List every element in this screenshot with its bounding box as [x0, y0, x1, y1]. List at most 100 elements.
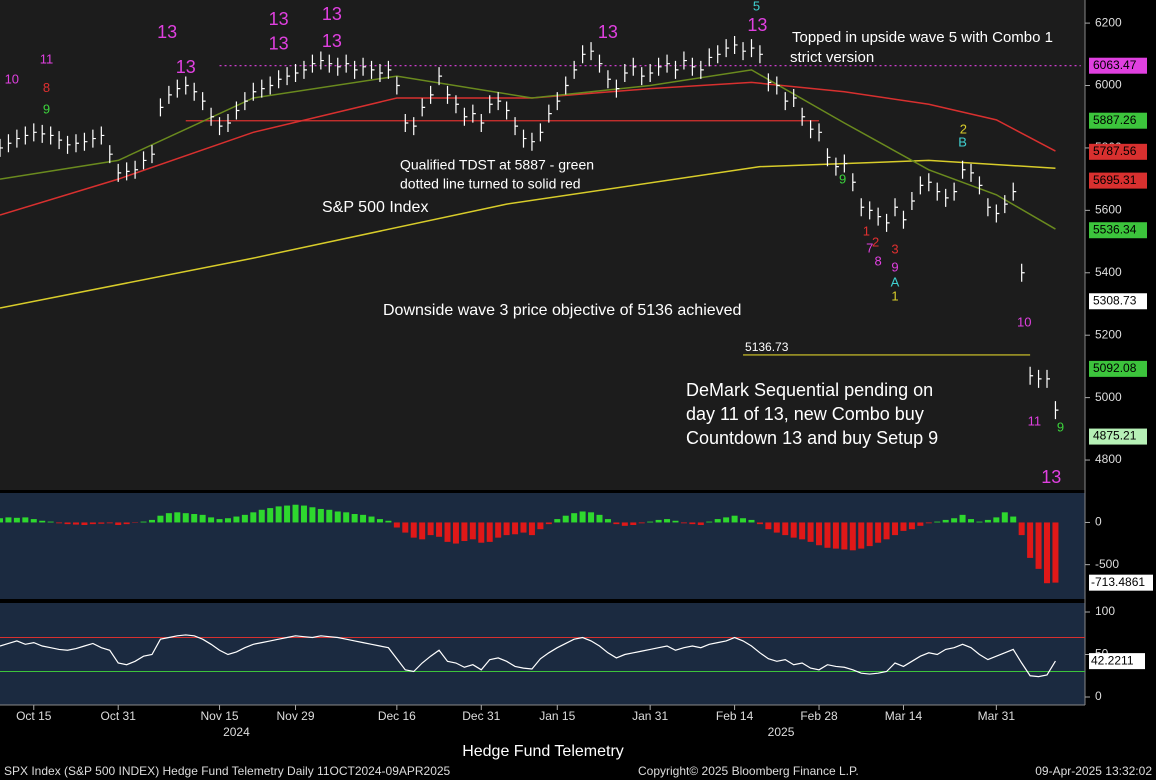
histogram-bar — [393, 522, 400, 528]
histogram-bar — [241, 514, 248, 523]
price-bar — [354, 60, 358, 79]
price-bar — [784, 92, 789, 111]
price-panel — [0, 0, 1085, 490]
histogram-bar — [647, 521, 654, 523]
histogram-bar — [604, 519, 611, 523]
histogram-bar — [469, 522, 476, 540]
histogram-bar — [22, 517, 29, 523]
td-count-label: A — [891, 275, 900, 290]
td-count-label: 9 — [839, 172, 846, 187]
td-count-label: 11 — [1028, 413, 1042, 428]
value-label-box — [1089, 653, 1145, 670]
price-bar — [1004, 195, 1008, 214]
histogram-bar — [182, 513, 189, 523]
y-tick-label: 5000 — [1095, 390, 1122, 404]
price-bar — [489, 95, 493, 114]
histogram-bar — [56, 522, 63, 524]
histogram-bar — [30, 519, 37, 523]
histogram-bar — [64, 522, 71, 525]
td-count-label: 13 — [322, 4, 342, 24]
histogram-bar — [478, 522, 485, 543]
price-bar — [303, 60, 307, 79]
histogram-bar — [106, 522, 113, 524]
price-bar — [674, 60, 679, 79]
price-bar — [742, 42, 747, 61]
price-bar — [497, 92, 502, 111]
price-bar — [278, 70, 282, 89]
histogram-bar — [115, 522, 122, 525]
price-bar — [83, 132, 88, 151]
histogram-bar — [98, 522, 105, 524]
price-bar — [463, 107, 468, 126]
price-bar — [725, 39, 730, 58]
td-count-label: 13 — [269, 9, 289, 29]
annotation: Downside wave 3 price objective of 5136 … — [383, 302, 741, 319]
price-bar — [430, 85, 434, 104]
price-bar — [928, 173, 932, 192]
x-tick-label: Oct 15 — [16, 709, 52, 723]
annotation: Countdown 13 and buy Setup 9 — [686, 428, 938, 448]
histogram-bar — [0, 518, 3, 523]
price-bar — [953, 182, 958, 201]
histogram-bar — [849, 522, 856, 551]
price-bar — [286, 67, 291, 86]
td-count-label: B — [958, 135, 967, 150]
level-label: 5136.73 — [745, 340, 789, 354]
histogram-bar — [39, 520, 46, 523]
price-bar — [902, 210, 907, 229]
price-bar — [539, 123, 544, 142]
price-bar — [708, 48, 713, 67]
td-count-label: 11 — [40, 52, 54, 67]
price-bar — [919, 176, 924, 195]
value-label: 4875.21 — [1093, 429, 1137, 443]
price-bar — [337, 57, 341, 76]
histogram-bar — [427, 522, 434, 536]
histogram-bar — [638, 522, 645, 524]
year-label: 2024 — [223, 725, 250, 739]
histogram-bar — [959, 514, 966, 523]
price-bar — [877, 207, 882, 226]
value-label-box — [1089, 57, 1147, 74]
price-bar — [860, 198, 865, 217]
value-label-box — [1089, 360, 1147, 377]
price-bar — [641, 67, 645, 86]
annotation: dotted line turned to solid red — [400, 176, 581, 192]
price-bar — [159, 98, 164, 117]
price-bar — [404, 113, 409, 132]
annotation: Topped in upside wave 5 with Combo 1 — [792, 29, 1053, 46]
price-bar — [151, 145, 155, 164]
y-tick-label: 100 — [1095, 604, 1115, 618]
histogram-bar — [1001, 512, 1008, 523]
price-bar — [370, 60, 375, 79]
histogram-bar — [807, 522, 814, 542]
td-count-label: 2 — [960, 122, 967, 137]
histogram-bar — [630, 522, 637, 525]
price-bar — [531, 132, 535, 151]
td-count-label: 3 — [891, 241, 898, 256]
price-bar — [168, 85, 172, 104]
price-bar — [683, 51, 687, 70]
histogram-bar — [224, 518, 231, 523]
histogram-bar — [309, 507, 316, 523]
histogram-bar — [1018, 522, 1025, 536]
year-label: 2025 — [768, 725, 795, 739]
price-bar — [379, 64, 383, 83]
price-bar — [1046, 369, 1050, 388]
watermark: Hedge Fund Telemetry — [462, 743, 624, 760]
y-tick-label: 6200 — [1095, 15, 1122, 29]
price-bar — [0, 138, 3, 157]
price-bar — [134, 160, 139, 179]
price-bar — [607, 70, 611, 89]
price-bar — [235, 101, 240, 120]
histogram-bar — [976, 521, 983, 523]
histogram-bar — [908, 522, 915, 530]
value-label-box — [1089, 112, 1147, 129]
td-count-label: 10 — [1017, 314, 1031, 329]
td-count-label: 13 — [598, 22, 618, 42]
histogram-bar — [1010, 516, 1017, 523]
price-bar — [396, 76, 400, 95]
histogram-bar — [284, 505, 291, 523]
y-tick-label: 4800 — [1095, 452, 1122, 466]
x-tick-label: Dec 16 — [378, 709, 416, 723]
histogram-bar — [942, 519, 949, 523]
